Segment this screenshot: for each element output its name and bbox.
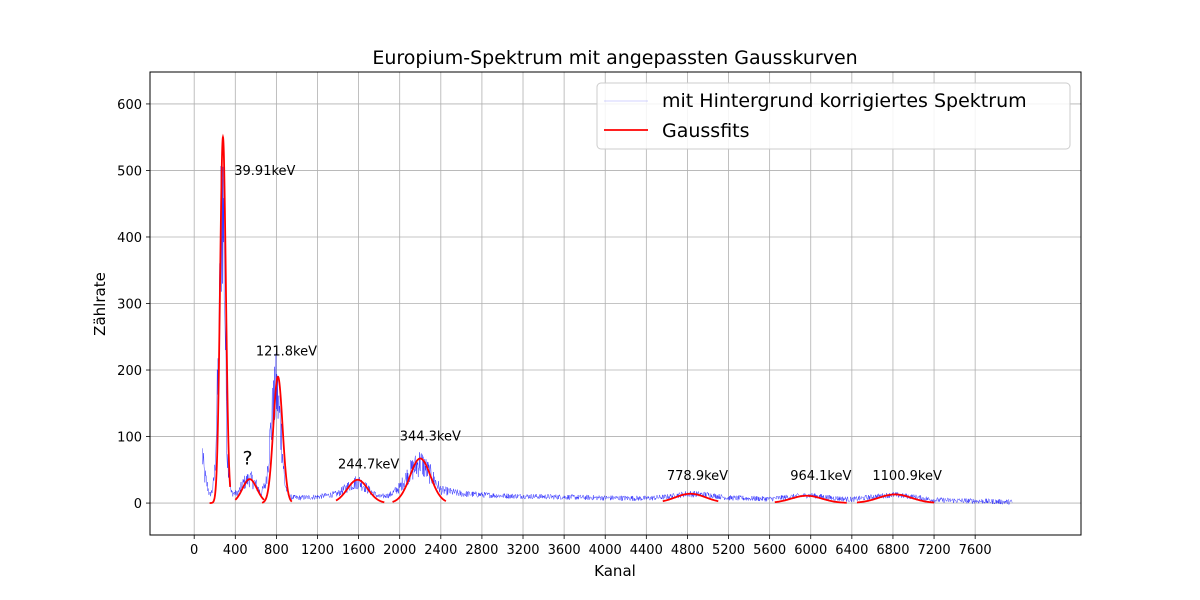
gaussfit-peak-6 [662, 492, 719, 503]
gaussfit-peak-8 [856, 493, 935, 504]
peak-annotation: 1100.9keV [872, 469, 942, 484]
x-tick-label: 5600 [753, 543, 786, 558]
y-axis-ticks: 0 100 200 300 400 500 600 [117, 98, 150, 512]
peak-annotation: 778.9keV [667, 469, 728, 484]
x-tick-label: 6000 [794, 543, 827, 558]
x-tick-label: 7200 [918, 543, 951, 558]
x-axis-label: Kanal [594, 562, 636, 580]
peak-annotation: 964.1keV [790, 469, 851, 484]
gaussfit-peak-5 [392, 457, 447, 503]
x-tick-label: 2800 [465, 543, 498, 558]
x-tick-label: 3600 [548, 543, 581, 558]
y-tick-label: 300 [117, 298, 142, 313]
x-tick-label: 0 [190, 543, 198, 558]
x-tick-label: 4000 [589, 543, 622, 558]
spectrum-line [202, 166, 1013, 506]
x-tick-label: 4400 [630, 543, 663, 558]
x-tick-label: 800 [264, 543, 289, 558]
x-tick-label: 1200 [301, 543, 334, 558]
plot-area [202, 133, 1013, 506]
x-tick-label: 1600 [342, 543, 375, 558]
legend: mit Hintergrund korrigiertes Spektrum Ga… [596, 82, 1071, 150]
x-tick-label: 3200 [506, 543, 539, 558]
plot-frame [149, 71, 1082, 536]
y-tick-label: 600 [117, 98, 142, 113]
y-tick-label: 100 [117, 431, 142, 446]
y-tick-label: 200 [117, 364, 142, 379]
gaussfit-peak-4 [335, 478, 385, 504]
x-tick-label: 6400 [835, 543, 868, 558]
peak-annotation: 344.3keV [400, 430, 461, 445]
x-tick-label: 7600 [959, 543, 992, 558]
y-tick-label: 400 [117, 231, 142, 246]
peak-annotation: 121.8keV [256, 344, 317, 359]
x-tick-label: 4800 [671, 543, 704, 558]
legend-label-gaussfits: Gaussfits [662, 120, 750, 142]
legend-label-spectrum: mit Hintergrund korrigiertes Spektrum [662, 90, 1027, 112]
x-tick-label: 6800 [876, 543, 909, 558]
gaussfit-peak-3 [261, 375, 293, 504]
x-tick-label: 5200 [712, 543, 745, 558]
x-tick-label: 2000 [383, 543, 416, 558]
gaussfit-series [209, 133, 935, 504]
x-axis-ticks: 0 400 800 1200 1600 2000 2400 2800 3200 3600 4000 4… [190, 535, 992, 558]
x-tick-label: 400 [223, 543, 248, 558]
gaussfit-peak-1 [209, 133, 232, 504]
y-tick-label: 0 [134, 497, 142, 512]
x-tick-label: 2400 [424, 543, 457, 558]
peak-annotation: 39.91keV [234, 164, 295, 179]
gaussfit-peak-7 [774, 494, 847, 504]
gaussfit-peak-2 [234, 478, 265, 501]
y-tick-label: 500 [117, 164, 142, 179]
peak-annotation: 244.7keV [338, 457, 399, 472]
legend-box [596, 82, 1071, 150]
spectrum-series [202, 166, 1013, 506]
chart-title: Europium-Spektrum mit angepassten Gaussk… [372, 47, 857, 69]
peak-annotation: ? [242, 447, 252, 469]
y-axis-label: Zählrate [91, 272, 109, 336]
